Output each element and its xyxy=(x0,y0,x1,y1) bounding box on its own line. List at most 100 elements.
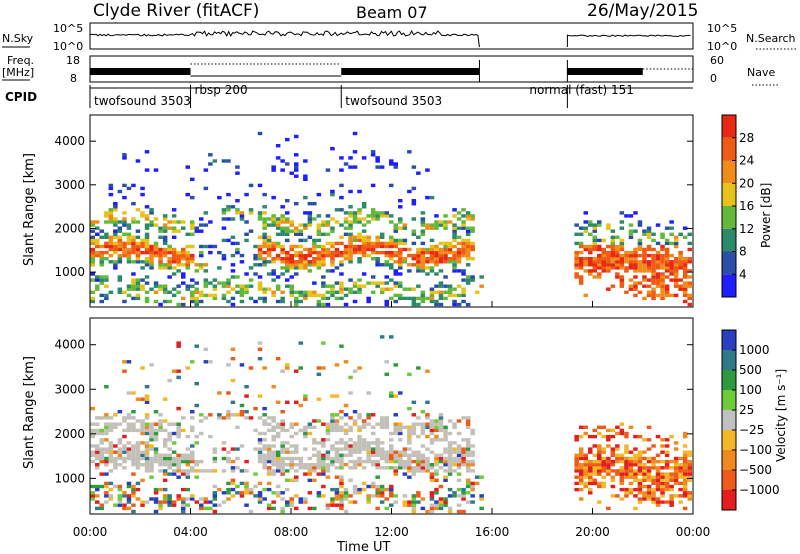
power-cell xyxy=(637,290,643,294)
power-cell xyxy=(592,269,597,273)
vel-cell xyxy=(162,438,168,442)
power-cell xyxy=(588,257,593,261)
vel-cell xyxy=(135,419,141,423)
vel-cell xyxy=(375,491,380,495)
power-cell xyxy=(416,269,421,273)
power-cell xyxy=(298,244,303,249)
power-cell xyxy=(628,223,634,227)
vel-cell xyxy=(402,450,408,454)
power-cell xyxy=(190,296,195,301)
power-cell xyxy=(294,290,299,294)
vel-cell xyxy=(140,456,145,461)
power-cell xyxy=(416,263,421,267)
power-cell xyxy=(289,229,294,233)
power-cell xyxy=(117,275,123,279)
power-cell xyxy=(461,241,466,246)
vel-cell xyxy=(126,428,132,433)
vel-cell xyxy=(389,459,394,464)
velocity-colorbar-label: Velocity [m s⁻¹] xyxy=(774,369,788,462)
power-cell xyxy=(438,293,444,298)
power-cell xyxy=(633,229,638,233)
power-cell xyxy=(339,223,344,227)
vel-cell xyxy=(316,466,322,470)
nsky-tick-bottom: 10^0 xyxy=(53,40,83,53)
vel-cell xyxy=(181,497,186,501)
vel-cell xyxy=(370,447,376,451)
power-cell xyxy=(352,281,358,285)
power-cell xyxy=(235,275,240,279)
vel-cell xyxy=(447,456,453,461)
power-cell xyxy=(144,247,150,252)
power-cell xyxy=(642,247,647,252)
power-cell xyxy=(144,281,150,285)
power-cell xyxy=(687,302,692,307)
vel-cell xyxy=(221,469,227,473)
power-cell xyxy=(628,263,634,267)
vel-cell xyxy=(447,506,453,511)
power-cell xyxy=(158,287,163,291)
vel-cell xyxy=(411,472,417,476)
vel-cell xyxy=(162,494,168,498)
vel-cell xyxy=(610,478,616,482)
vel-cell xyxy=(583,431,588,436)
power-cell xyxy=(664,269,670,273)
power-cell xyxy=(669,266,674,270)
power-cell xyxy=(678,253,683,258)
power-cell xyxy=(348,211,353,215)
vel-cell xyxy=(664,484,670,489)
power-cell xyxy=(113,223,118,227)
power-cell xyxy=(212,278,218,282)
power-cell xyxy=(90,299,95,304)
vel-cell xyxy=(669,487,674,492)
vel-cell xyxy=(456,431,462,436)
power-cell xyxy=(140,186,145,191)
vel-cell xyxy=(153,434,159,439)
vel-cell xyxy=(474,475,480,479)
power-cell xyxy=(181,272,186,276)
vel-cell xyxy=(158,463,163,467)
vel-cell xyxy=(104,481,109,486)
freq-tick-bottom: 8 xyxy=(70,72,77,85)
vel-cell xyxy=(610,463,616,467)
vel-cell xyxy=(108,450,114,454)
power-cell xyxy=(339,195,344,200)
vel-cell xyxy=(131,422,136,426)
vel-cell xyxy=(298,463,303,467)
vel-cell xyxy=(149,434,154,439)
vel-cell xyxy=(131,491,136,495)
power-cell xyxy=(275,223,281,227)
vel-cell xyxy=(461,494,466,498)
power-cell xyxy=(289,284,294,288)
vel-cell xyxy=(212,450,218,454)
vel-cell xyxy=(352,369,358,373)
power-cell xyxy=(104,232,109,236)
power-cell xyxy=(443,214,448,218)
power-cell xyxy=(153,247,159,252)
power-cell xyxy=(131,260,136,264)
power-cell xyxy=(303,257,308,261)
vel-cell xyxy=(578,472,584,476)
vel-cell xyxy=(126,484,132,489)
power-cell xyxy=(606,226,611,230)
vel-cell xyxy=(393,422,398,426)
power-cell xyxy=(664,238,670,243)
power-cell xyxy=(126,287,132,291)
power-cell xyxy=(619,220,625,224)
power-cell xyxy=(402,296,408,301)
power-cell xyxy=(239,299,245,304)
vel-cell xyxy=(117,500,123,504)
vel-cell xyxy=(334,450,340,454)
vel-cell xyxy=(167,497,172,501)
power-cell xyxy=(574,253,579,258)
power-cell xyxy=(465,250,471,255)
power-cell xyxy=(316,263,322,267)
power-cell xyxy=(615,257,620,261)
vel-cell xyxy=(619,431,625,436)
vel-cell xyxy=(126,506,132,511)
vel-cell xyxy=(343,441,349,445)
vel-cell xyxy=(655,459,661,464)
power-cell xyxy=(370,211,376,215)
power-cell xyxy=(583,269,588,273)
vel-cell xyxy=(393,456,398,461)
vel-cell xyxy=(135,428,141,433)
